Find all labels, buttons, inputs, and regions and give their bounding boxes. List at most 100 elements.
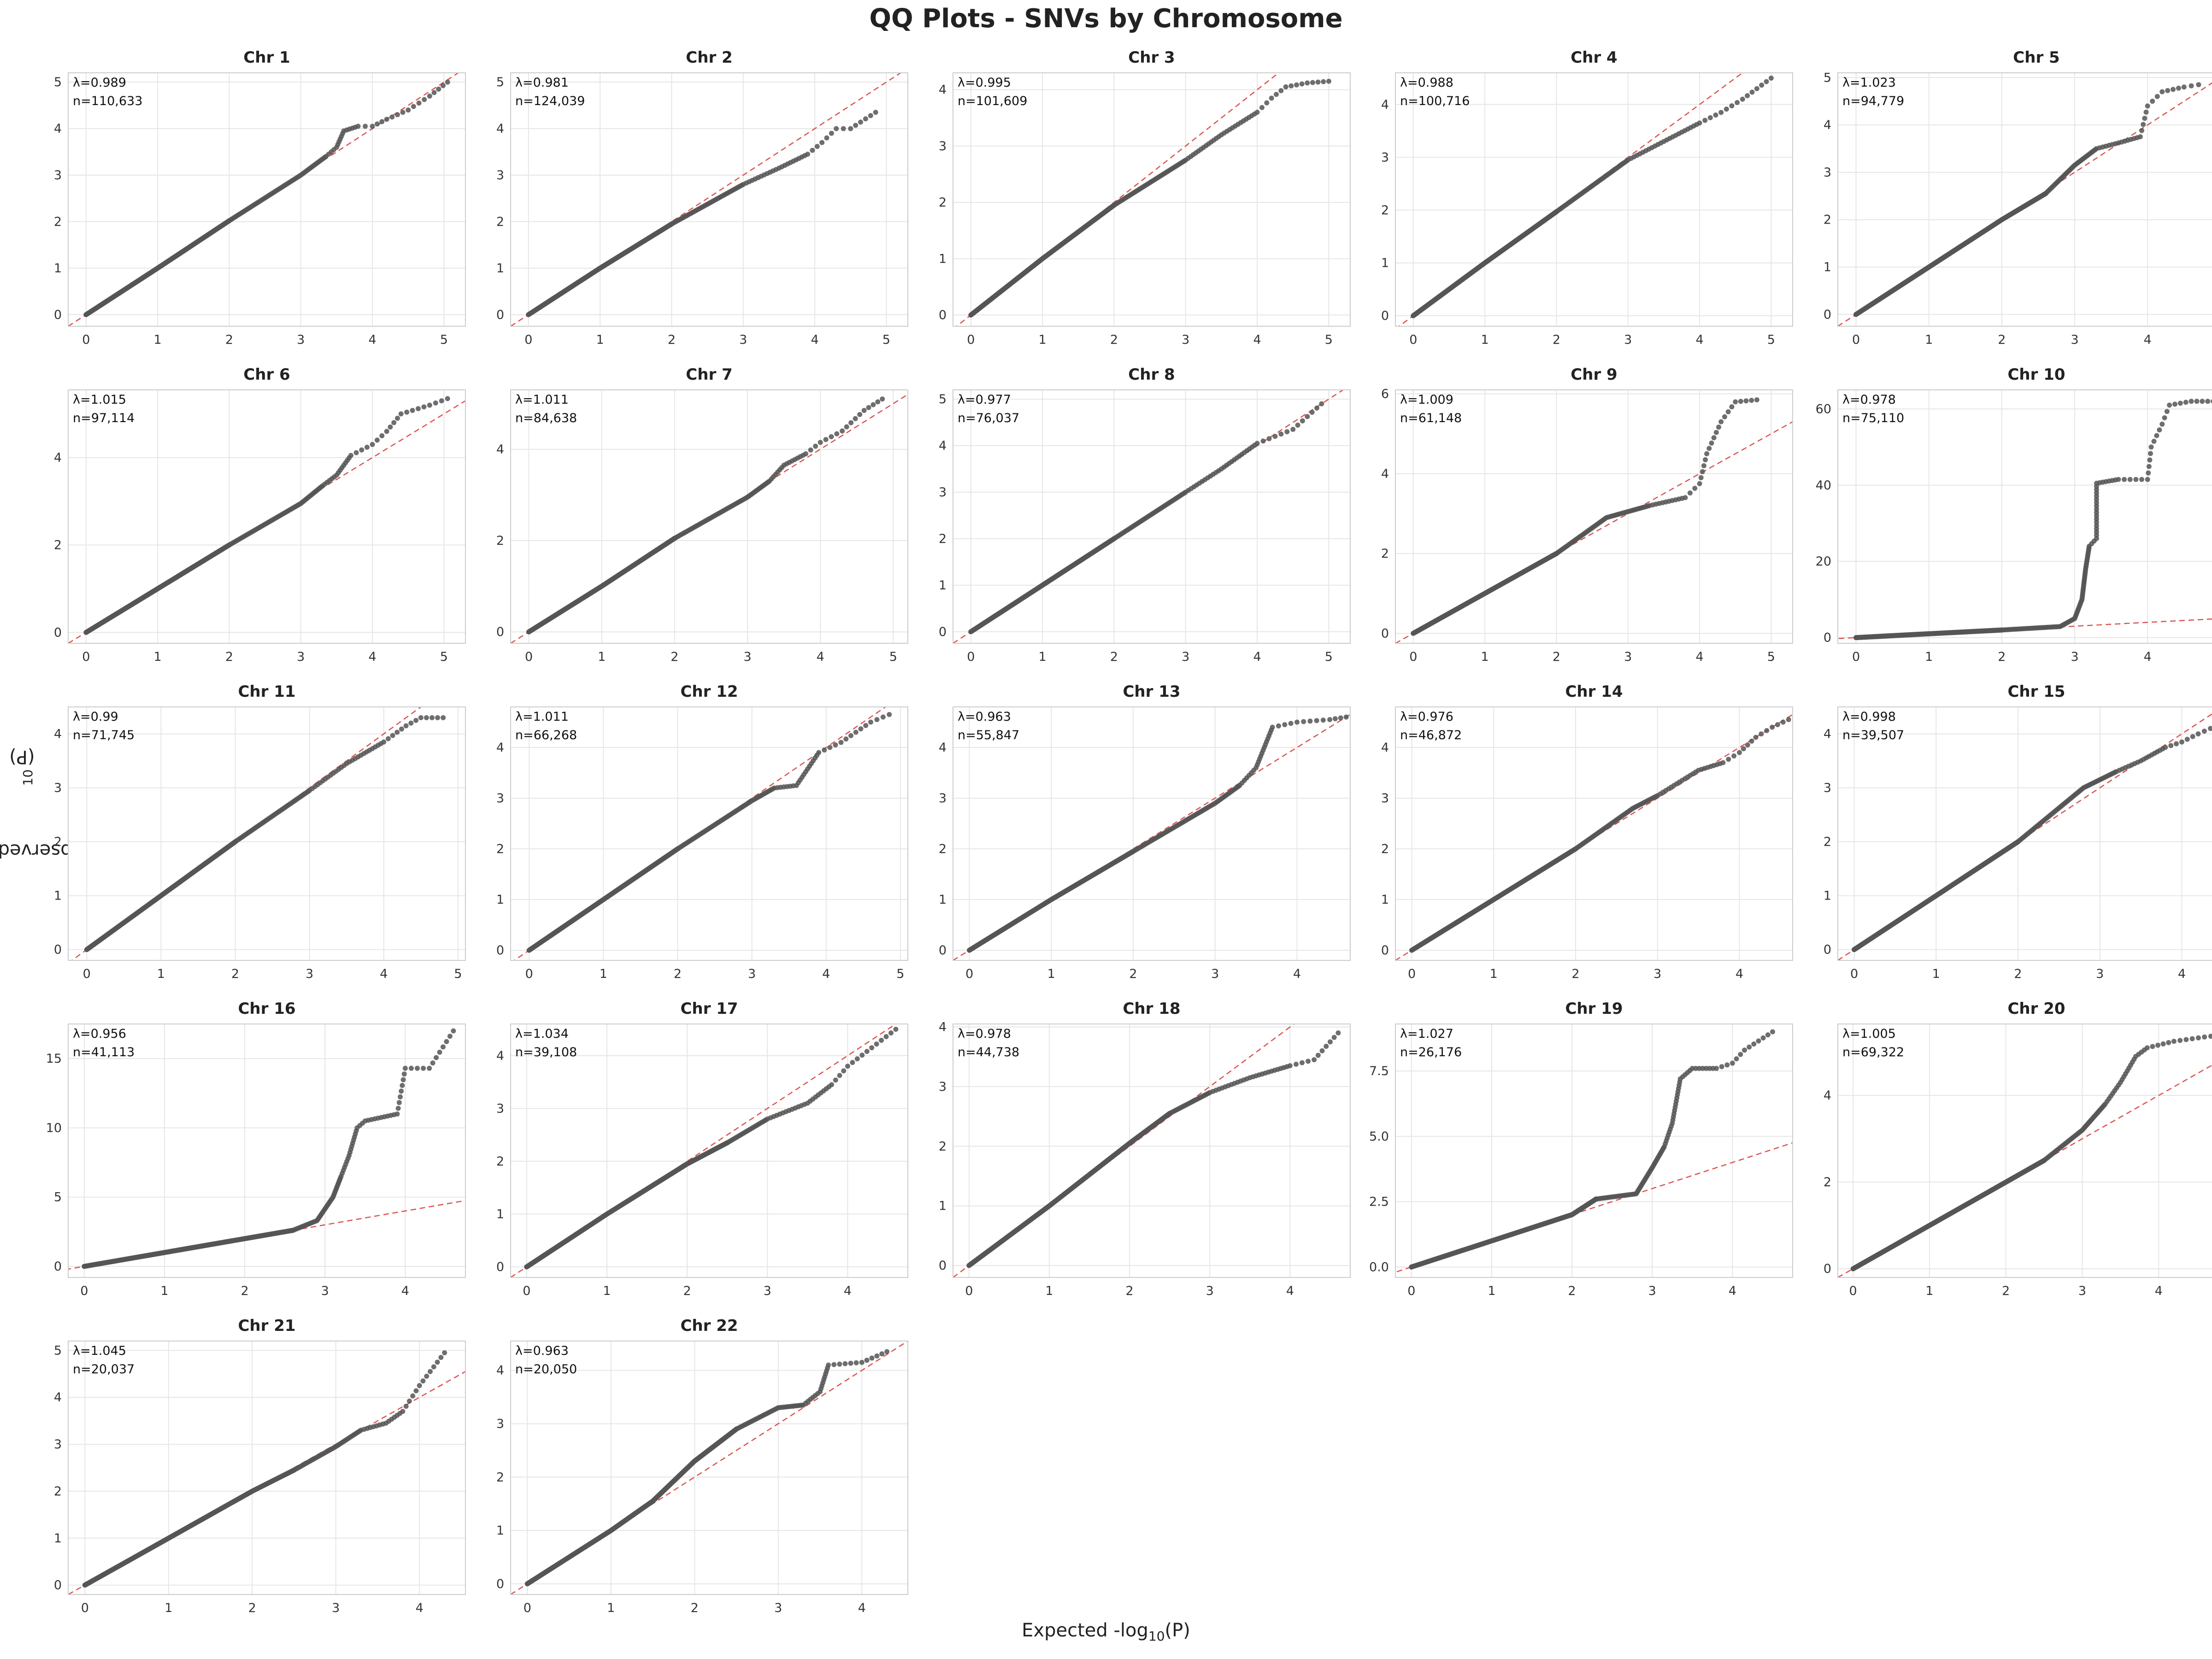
plot-frame: [68, 1024, 466, 1278]
observed-point: [2160, 1041, 2166, 1047]
y-tick-label: 6: [1381, 387, 1389, 401]
observed-point: [353, 450, 359, 455]
plot-frame: [953, 1024, 1351, 1278]
observed-point: [379, 433, 385, 439]
observed-point: [1738, 1052, 1743, 1057]
observed-point: [1335, 1030, 1341, 1035]
x-tick-label: 1: [1490, 967, 1498, 981]
observed-point: [1274, 92, 1279, 97]
observed-point: [415, 406, 421, 412]
observed-point: [408, 720, 414, 726]
lambda-label: λ=0.988: [1400, 76, 1453, 90]
panel-title: Chr 5: [2013, 48, 2059, 67]
observed-point: [1288, 83, 1294, 88]
y-tick-label: 4: [939, 439, 947, 453]
observed-point: [400, 1082, 405, 1088]
observed-point: [420, 1378, 426, 1384]
y-tick-label: 2: [496, 1470, 504, 1484]
x-tick-label: 4: [811, 333, 818, 347]
observed-point: [2139, 128, 2145, 133]
observed-point: [441, 715, 446, 720]
plot-background: [1838, 1024, 2212, 1277]
plot-background: [68, 707, 465, 960]
observed-point: [841, 1068, 847, 1074]
observed-point: [1764, 79, 1769, 84]
observed-point: [1698, 475, 1704, 481]
y-tick-label: 2: [496, 842, 504, 856]
plot-frame: [510, 706, 908, 961]
lambda-label: λ=1.009: [1400, 393, 1453, 407]
n-label: n=97,114: [73, 411, 135, 425]
n-label: n=69,322: [1842, 1045, 1904, 1059]
panel-title: Chr 18: [1123, 1000, 1180, 1018]
y-tick-label: 1: [54, 1531, 62, 1546]
observed-point: [879, 1038, 884, 1043]
y-tick-label: 2.5: [1369, 1195, 1389, 1209]
observed-points-dense: [526, 846, 680, 953]
observed-point: [1718, 419, 1724, 424]
observed-point: [2168, 743, 2174, 748]
observed-point: [1738, 399, 1743, 404]
x-tick-label: 2: [1568, 1284, 1576, 1298]
observed-point: [2183, 400, 2188, 405]
observed-point: [1320, 718, 1326, 723]
observed-point: [2177, 1038, 2183, 1043]
observed-point: [884, 1349, 890, 1354]
y-tick-label: 1: [939, 893, 947, 907]
observed-point: [2159, 89, 2165, 94]
x-tick-label: 3: [1648, 1284, 1656, 1298]
observed-point: [1332, 716, 1338, 722]
x-tick-label: 1: [1045, 1284, 1053, 1298]
observed-point: [2142, 116, 2147, 121]
y-tick-label: 0: [1824, 943, 1831, 957]
observed-point: [413, 1388, 419, 1394]
y-tick-label: 60: [1816, 402, 1831, 416]
y-tick-label: 4: [496, 442, 504, 457]
panel-title: Chr 9: [1571, 365, 1617, 384]
x-tick-label: 3: [1182, 650, 1189, 664]
observed-point: [1780, 719, 1786, 725]
observed-point: [2190, 734, 2195, 739]
observed-point: [1321, 79, 1326, 84]
qq-panel-13: 0 1 2 3 4 0 1 2 3 4 Chr 13 λ=0.963 n=55,847: [939, 682, 1351, 981]
x-tick-label: 5: [440, 333, 448, 347]
observed-point: [2150, 99, 2155, 104]
y-tick-label: 4: [54, 1390, 62, 1405]
x-tick-label: 1: [607, 1601, 615, 1615]
y-tick-label: 4: [54, 451, 62, 465]
y-tick-label: 2: [1824, 835, 1831, 849]
x-tick-label: 4: [1253, 650, 1261, 664]
observed-points-dense: [1409, 846, 1578, 953]
x-tick-label: 2: [225, 650, 233, 664]
observed-point: [1754, 86, 1759, 91]
observed-point: [875, 399, 881, 405]
x-tick-label: 5: [889, 650, 897, 664]
observed-points-dense: [83, 542, 232, 635]
x-tick-label: 0: [1407, 1284, 1415, 1298]
y-tick-label: 2: [54, 1484, 62, 1499]
x-tick-label: 3: [1653, 967, 1661, 981]
observed-point: [1683, 495, 1688, 500]
observed-point: [834, 126, 839, 131]
observed-point: [1315, 79, 1321, 85]
observed-point: [818, 440, 823, 445]
observed-point: [2141, 122, 2146, 127]
observed-point: [400, 110, 406, 115]
observed-point: [858, 119, 863, 125]
n-label: n=100,716: [1400, 94, 1470, 108]
qq-panel-12: 0 1 2 3 4 5 0 1 2 3 4 Chr 12 λ=1.011 n=66,268: [496, 682, 908, 981]
observed-point: [869, 1355, 875, 1361]
observed-point: [410, 1393, 416, 1399]
lambda-label: λ=1.005: [1842, 1027, 1896, 1041]
plot-frame: [1837, 72, 2212, 327]
x-tick-label: 4: [817, 650, 824, 664]
observed-point: [2188, 83, 2194, 88]
observed-point: [879, 1351, 885, 1357]
observed-point: [837, 1361, 842, 1367]
x-tick-label: 0: [1850, 967, 1858, 981]
observed-point: [813, 443, 818, 449]
observed-point: [406, 1398, 412, 1404]
observed-point: [1756, 1038, 1761, 1044]
observed-point: [390, 733, 395, 738]
